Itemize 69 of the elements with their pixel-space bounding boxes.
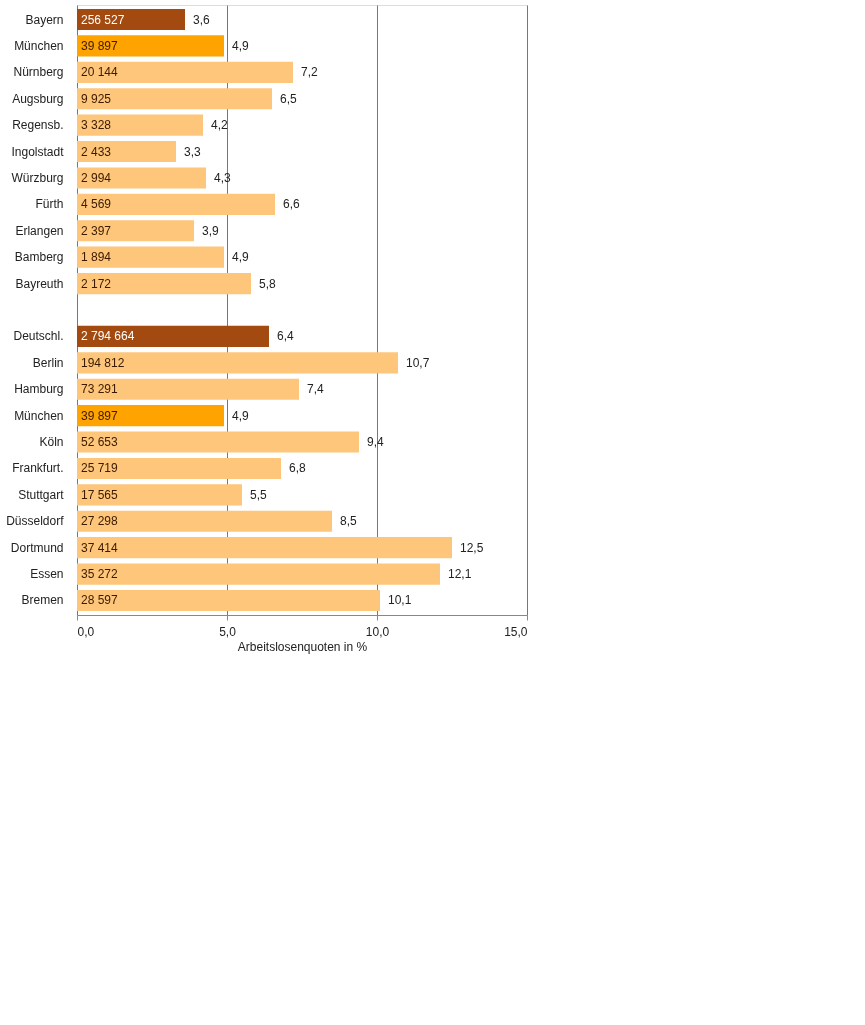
y-tick-label: Bamberg: [14, 250, 64, 265]
annotation: 1 894: [81, 250, 112, 265]
annotation: 39 897: [81, 408, 119, 423]
y-tick-label: Frankfurt.: [12, 461, 64, 476]
y-tick-label: Bayreuth: [15, 276, 64, 291]
y-tick-label: München: [14, 38, 64, 53]
data-label: 6,6: [283, 197, 301, 212]
annotation: 4 569: [81, 197, 112, 212]
y-tick-label: Deutschl.: [13, 329, 64, 344]
data-label: 12,5: [460, 540, 484, 555]
y-tick-label: Fürth: [35, 197, 64, 212]
x-tick-label: 10,0: [365, 624, 390, 639]
annotation: 194 812: [81, 355, 125, 370]
data-label: 4,9: [232, 408, 250, 423]
x-tick-label: 0,0: [77, 624, 95, 639]
annotation: 39 897: [81, 38, 119, 53]
annotation: 3 328: [81, 118, 112, 133]
y-tick-label: Bremen: [21, 593, 64, 608]
y-tick-label: Hamburg: [14, 382, 64, 397]
annotation: 17 565: [81, 487, 119, 502]
y-tick-label: Düsseldorf: [6, 514, 65, 529]
annotation: 9 925: [81, 91, 112, 106]
y-tick-label: Augsburg: [12, 91, 64, 106]
annotation: 25 719: [81, 461, 119, 476]
annotation: 35 272: [81, 567, 119, 582]
data-label: 6,5: [280, 91, 298, 106]
data-label: 6,8: [289, 461, 307, 476]
data-label: 4,2: [211, 118, 229, 133]
y-tick-label: Köln: [39, 435, 64, 450]
annotation: 37 414: [81, 540, 119, 555]
data-label: 10,1: [388, 593, 412, 608]
annotation: 256 527: [81, 12, 125, 27]
data-label: 3,6: [193, 12, 211, 27]
data-label: 3,9: [202, 223, 220, 238]
annotation: 2 433: [81, 144, 112, 159]
data-label: 7,2: [301, 65, 319, 80]
y-tick-label: München: [14, 408, 64, 423]
data-label: 7,4: [307, 382, 325, 397]
data-label: 10,7: [406, 355, 430, 370]
annotation: 2 172: [81, 276, 112, 291]
annotation: 27 298: [81, 514, 119, 529]
y-tick-label: Erlangen: [15, 223, 64, 238]
data-label: 6,4: [277, 329, 295, 344]
y-tick-label: Berlin: [32, 355, 64, 370]
data-label: 4,9: [232, 250, 250, 265]
data-label: 5,8: [259, 276, 277, 291]
annotation: 2 794 664: [81, 329, 135, 344]
y-tick-label: Dortmund: [10, 540, 64, 555]
annotation: 20 144: [81, 65, 119, 80]
y-tick-label: Bayern: [25, 12, 64, 27]
data-label: 12,1: [448, 567, 472, 582]
x-axis-title: Arbeitslosenquoten in %: [237, 639, 368, 654]
data-label: 4,9: [232, 38, 250, 53]
y-tick-label: Würzburg: [11, 170, 64, 185]
y-tick-label: Ingolstadt: [11, 144, 65, 159]
annotation: 52 653: [81, 435, 119, 450]
data-label: 3,3: [184, 144, 202, 159]
y-tick-label: Regensb.: [12, 118, 64, 133]
y-tick-label: Stuttgart: [18, 487, 65, 502]
y-tick-label: Nürnberg: [13, 65, 64, 80]
y-tick-label: Essen: [30, 567, 64, 582]
data-label: 8,5: [340, 514, 358, 529]
annotation: 73 291: [81, 382, 119, 397]
data-label: 5,5: [250, 487, 268, 502]
x-tick-label: 5,0: [219, 624, 237, 639]
annotation: 2 397: [81, 223, 112, 238]
annotation: 28 597: [81, 593, 119, 608]
annotation: 2 994: [81, 170, 112, 185]
x-tick-label: 15,0: [504, 624, 528, 639]
